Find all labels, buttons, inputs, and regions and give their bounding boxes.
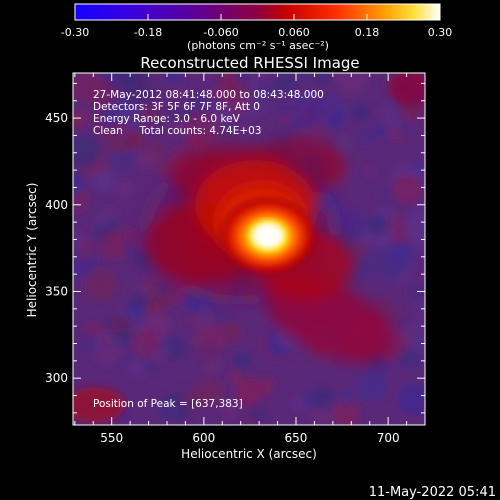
image-frame — [72, 72, 426, 426]
x-axis-label: Heliocentric X (arcsec) — [181, 447, 317, 461]
colorbar-tick-label: -0.060 — [203, 26, 238, 39]
y-tick-label: 300 — [45, 371, 68, 385]
y-tick-label: 450 — [45, 111, 68, 125]
annotation-energy: Energy Range: 3.0 - 6.0 keV — [93, 113, 241, 125]
annotation-time-range: 27-May-2012 08:41:48.000 to 08:43:48.000 — [93, 89, 324, 101]
annotation-clean: Clean Total counts: 4.74E+03 — [93, 125, 262, 137]
footer-timestamp: 11-May-2022 05:41 — [369, 485, 496, 500]
colorbar-tick-label: -0.18 — [134, 26, 162, 39]
colorbar-tick-label: 0.060 — [278, 26, 310, 39]
annotation-peak: Position of Peak = [637,383] — [93, 398, 243, 410]
x-tick-label: 550 — [100, 431, 123, 445]
x-tick-label: 700 — [377, 431, 400, 445]
annotation-detectors: Detectors: 3F 5F 6F 7F 8F, Att 0 — [93, 101, 260, 113]
colorbar-tick-label: 0.30 — [428, 26, 453, 39]
reconstructed-image — [73, 73, 425, 425]
x-tick-label: 650 — [285, 431, 308, 445]
axis-ticks: 550 600 650 700 300 350 400 450 — [45, 73, 426, 445]
colorbar-tick-label: 0.18 — [355, 26, 380, 39]
y-tick-label: 400 — [45, 198, 68, 212]
colorbar-unit-label: (photons cm⁻² s⁻¹ asec⁻²) — [187, 39, 329, 52]
x-tick-label: 600 — [192, 431, 215, 445]
y-axis-label: Heliocentric Y (arcsec) — [25, 183, 39, 318]
plot-title: Reconstructed RHESSI Image — [140, 54, 359, 72]
colorbar — [74, 3, 441, 21]
y-tick-label: 350 — [45, 284, 68, 298]
colorbar-ticks: -0.30 -0.18 -0.060 0.060 0.18 0.30 — [61, 14, 452, 39]
colorbar-tick-label: -0.30 — [61, 26, 89, 39]
